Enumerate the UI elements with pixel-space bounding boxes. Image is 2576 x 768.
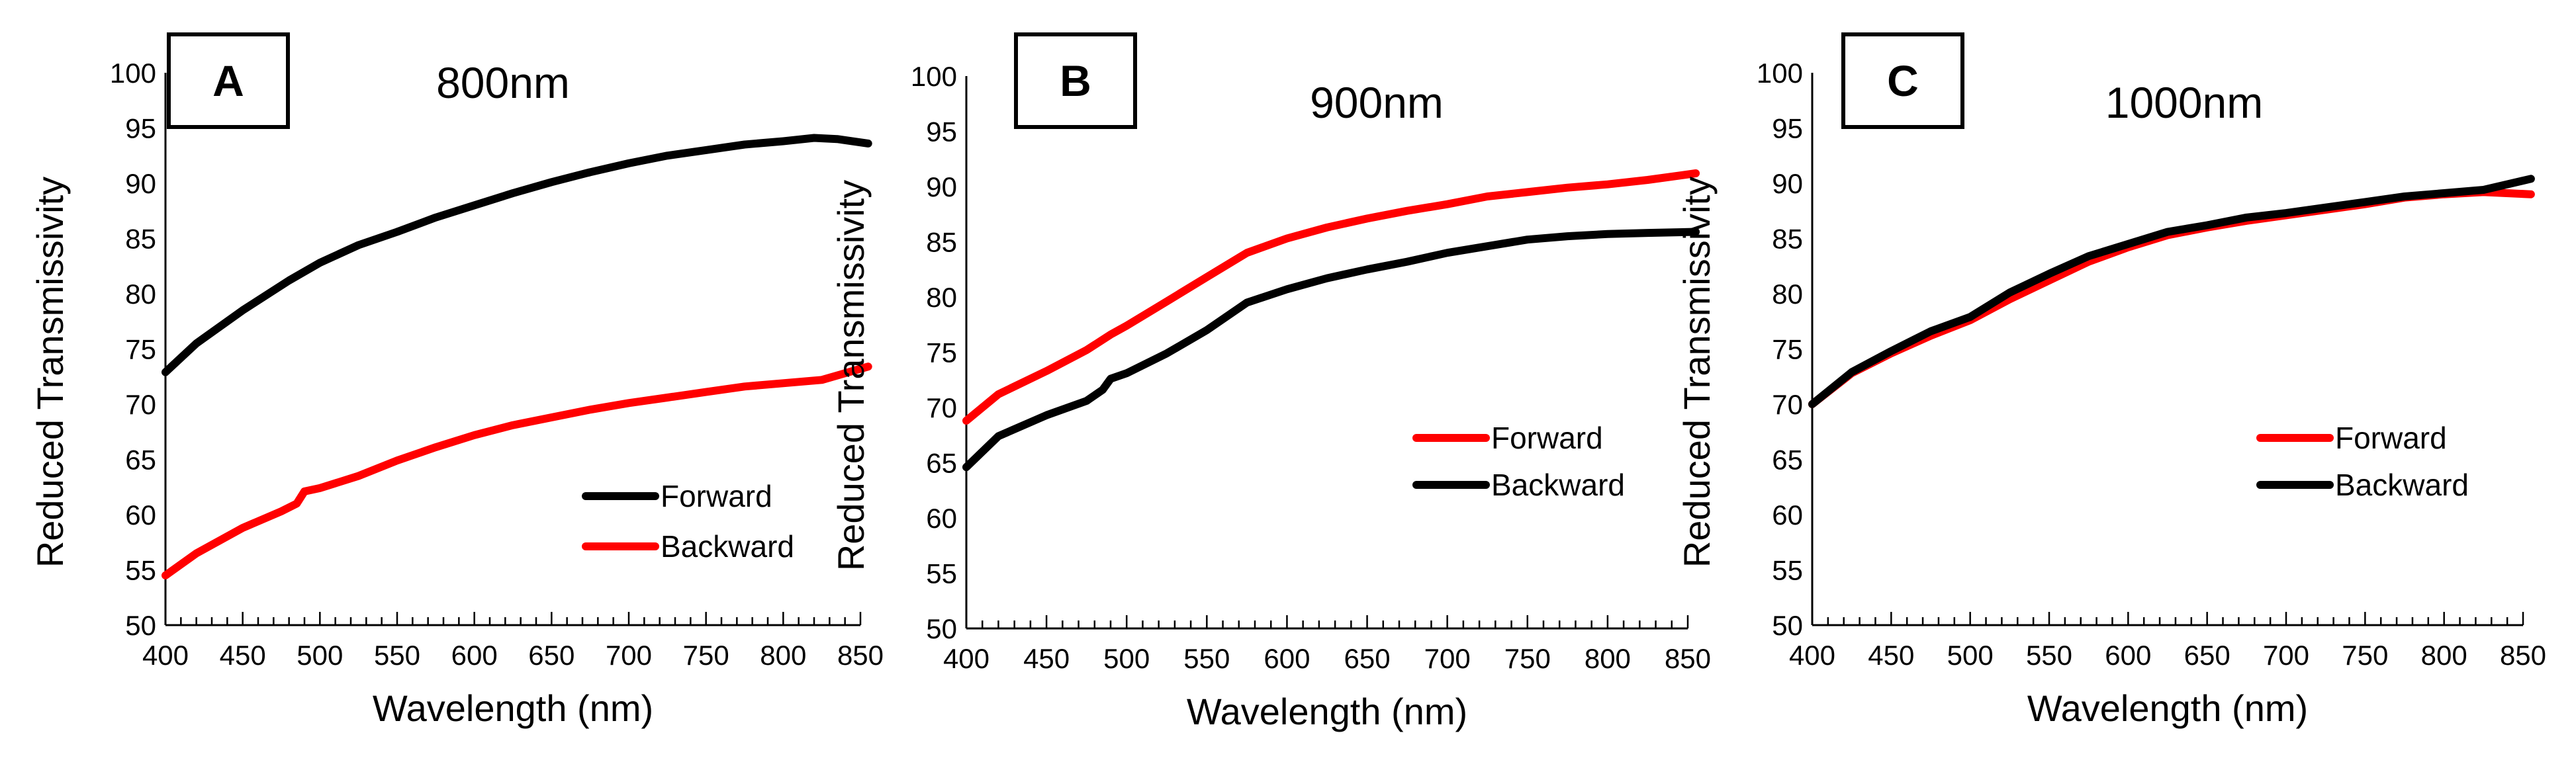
series-line-backward [1808,175,2535,408]
y-tick-label: 95 [125,113,156,144]
series-line-forward [1808,188,2535,408]
panel-label: A [212,56,244,105]
y-tick-label: 85 [125,224,156,255]
legend-label-backward: Backward [661,529,794,564]
x-tick-label: 750 [1504,643,1551,674]
y-tick-label: 90 [1772,168,1803,199]
y-tick-label: 70 [1772,389,1803,420]
x-tick-label: 700 [1424,643,1471,674]
legend: Forward Backward [582,479,794,564]
y-tick-label: 60 [1772,499,1803,531]
chart-panel-a: 400 450 500 550 600 650 700 750 800 850 50 55 60 65 70… [29,32,884,729]
chart-panel-c: 400 450 500 550 600 650 700 750 800 850 50 55 60 65 70… [1676,32,2546,729]
x-tick-label: 700 [2263,640,2309,671]
x-tick-label: 400 [943,643,989,674]
x-tick-label: 500 [1103,643,1150,674]
y-tick-label: 95 [926,116,957,148]
y-axis-title: Reduced Transmissivity [29,177,71,568]
y-tick-label: 70 [926,392,957,423]
legend: Forward Backward [1412,421,1625,502]
legend-label-backward: Backward [2335,468,2469,502]
y-tick-label: 80 [926,282,957,313]
x-tick-label: 650 [1344,643,1391,674]
legend-label-forward: Forward [1491,421,1603,455]
legend-label-forward: Forward [2335,421,2447,455]
y-tick-label: 100 [911,61,957,92]
y-tick-label: 55 [1772,555,1803,586]
chart-panel-b: 400 450 500 550 600 650 700 750 800 850 50 55 60 65 70… [830,32,1711,732]
y-tick-label: 90 [926,171,957,202]
x-tick-label: 800 [1585,643,1631,674]
x-tick-label: 550 [374,640,420,671]
legend-label-forward: Forward [661,479,772,513]
y-tick-label: 95 [1772,113,1803,144]
x-tick-label: 800 [2421,640,2467,671]
series-line-backward [161,363,872,579]
panel-label: B [1060,56,1091,105]
chart-title: 800nm [436,58,570,107]
x-tick-label: 800 [760,640,806,671]
y-axis-title: Reduced Transmissivity [830,180,872,571]
x-tick-label: 650 [2184,640,2231,671]
x-tick-label: 600 [451,640,498,671]
x-tick-label: 450 [1023,643,1070,674]
y-tick-label: 80 [125,278,156,310]
x-tick-label: 450 [220,640,266,671]
x-tick-label: 850 [837,640,884,671]
y-tick-label: 75 [1772,334,1803,365]
y-tick-label: 65 [926,448,957,479]
y-tick-label: 50 [926,613,957,644]
y-tick-label: 90 [125,168,156,199]
x-tick-label: 500 [297,640,343,671]
x-axis-title: Wavelength (nm) [2027,687,2308,729]
x-tick-label: 600 [2105,640,2151,671]
y-tick-label: 85 [1772,224,1803,255]
x-axis-title: Wavelength (nm) [373,687,653,729]
panel-label-box [167,32,290,129]
x-tick-label: 600 [1264,643,1310,674]
series-line-forward [962,169,1700,425]
y-tick-label: 100 [1757,58,1803,89]
y-tick-label: 75 [926,337,957,368]
x-tick-label: 550 [1183,643,1230,674]
x-tick-label: 500 [1947,640,1994,671]
x-tick-label: 400 [142,640,189,671]
x-tick-label: 400 [1789,640,1835,671]
y-tick-label: 65 [125,445,156,476]
x-tick-label: 850 [1665,643,1711,674]
y-axis-title: Reduced Transmissivity [1676,177,1718,568]
chart-title: 1000nm [2105,78,2264,127]
y-tick-label: 55 [926,558,957,589]
x-tick-label: 850 [2500,640,2546,671]
x-tick-label: 450 [1868,640,1914,671]
x-tick-label: 650 [528,640,575,671]
panel-label-box [1014,32,1137,129]
legend-label-backward: Backward [1491,468,1625,502]
y-tick-label: 60 [125,499,156,531]
series-line-backward [962,228,1700,472]
x-tick-label: 750 [683,640,729,671]
y-tick-label: 50 [125,610,156,641]
y-tick-label: 85 [926,227,957,258]
y-tick-label: 50 [1772,610,1803,641]
panel-label: C [1887,56,1919,105]
panel-label-box [1841,32,1964,129]
y-tick-label: 55 [125,555,156,586]
x-tick-label: 700 [606,640,652,671]
series-line-forward [161,134,872,376]
y-tick-label: 80 [1772,278,1803,310]
chart-title: 900nm [1310,78,1444,127]
x-tick-label: 550 [2026,640,2072,671]
legend: Forward Backward [2256,421,2469,502]
y-tick-label: 60 [926,503,957,534]
x-axis-title: Wavelength (nm) [1187,691,1467,732]
y-tick-label: 100 [110,58,156,89]
x-tick-label: 750 [2342,640,2388,671]
y-tick-label: 75 [125,334,156,365]
y-tick-label: 70 [125,389,156,420]
y-tick-label: 65 [1772,445,1803,476]
